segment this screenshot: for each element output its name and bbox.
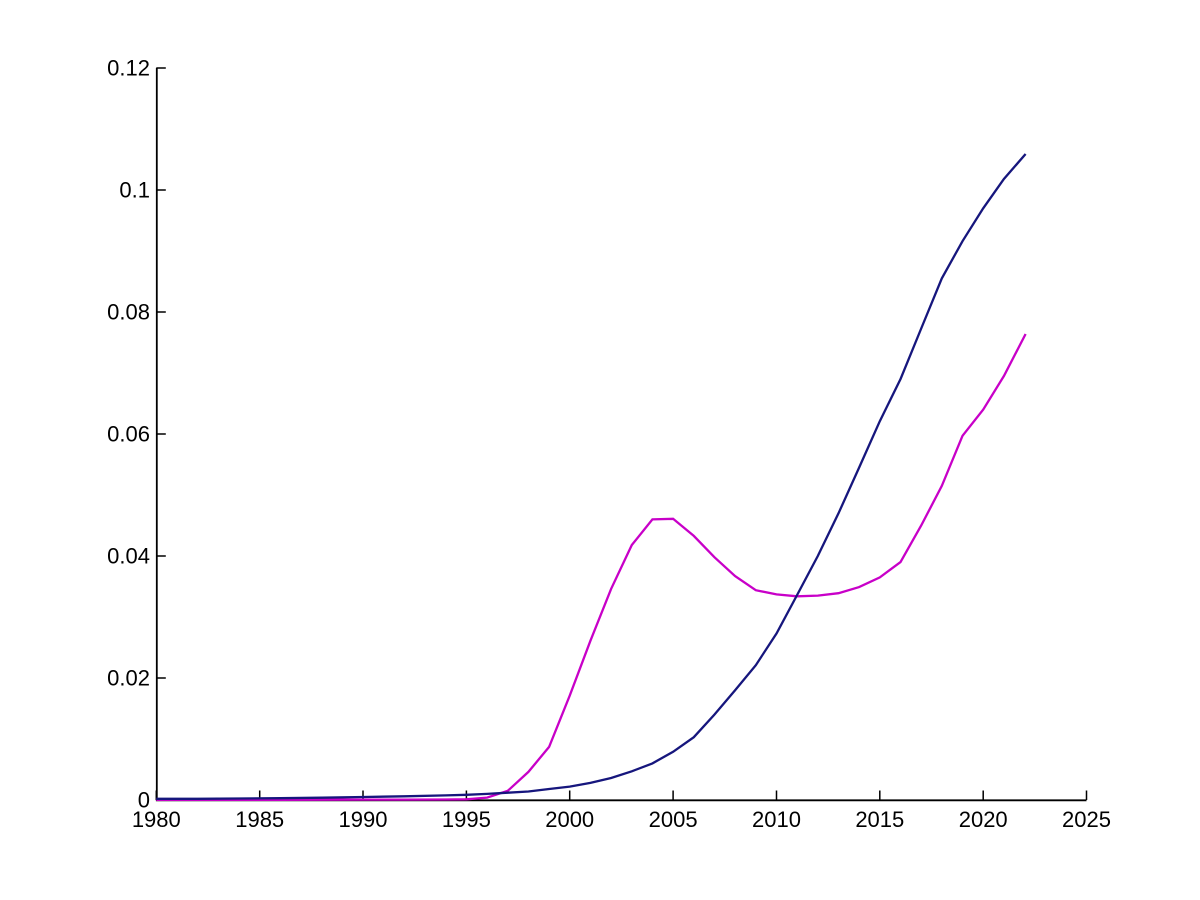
svg-text:1995: 1995 xyxy=(442,807,491,832)
svg-text:0.1: 0.1 xyxy=(119,178,150,203)
svg-text:1985: 1985 xyxy=(235,807,284,832)
svg-text:0.12: 0.12 xyxy=(107,56,150,81)
svg-text:1980: 1980 xyxy=(132,807,181,832)
svg-text:2000: 2000 xyxy=(545,807,594,832)
svg-text:2015: 2015 xyxy=(855,807,904,832)
svg-text:2005: 2005 xyxy=(649,807,698,832)
svg-text:1990: 1990 xyxy=(339,807,388,832)
svg-text:0.04: 0.04 xyxy=(107,544,150,569)
svg-text:0: 0 xyxy=(138,788,150,813)
svg-text:2025: 2025 xyxy=(1062,807,1111,832)
svg-text:0.08: 0.08 xyxy=(107,300,150,325)
svg-text:0.06: 0.06 xyxy=(107,422,150,447)
svg-text:2020: 2020 xyxy=(959,807,1008,832)
svg-text:0.02: 0.02 xyxy=(107,666,150,691)
svg-text:2010: 2010 xyxy=(752,807,801,832)
